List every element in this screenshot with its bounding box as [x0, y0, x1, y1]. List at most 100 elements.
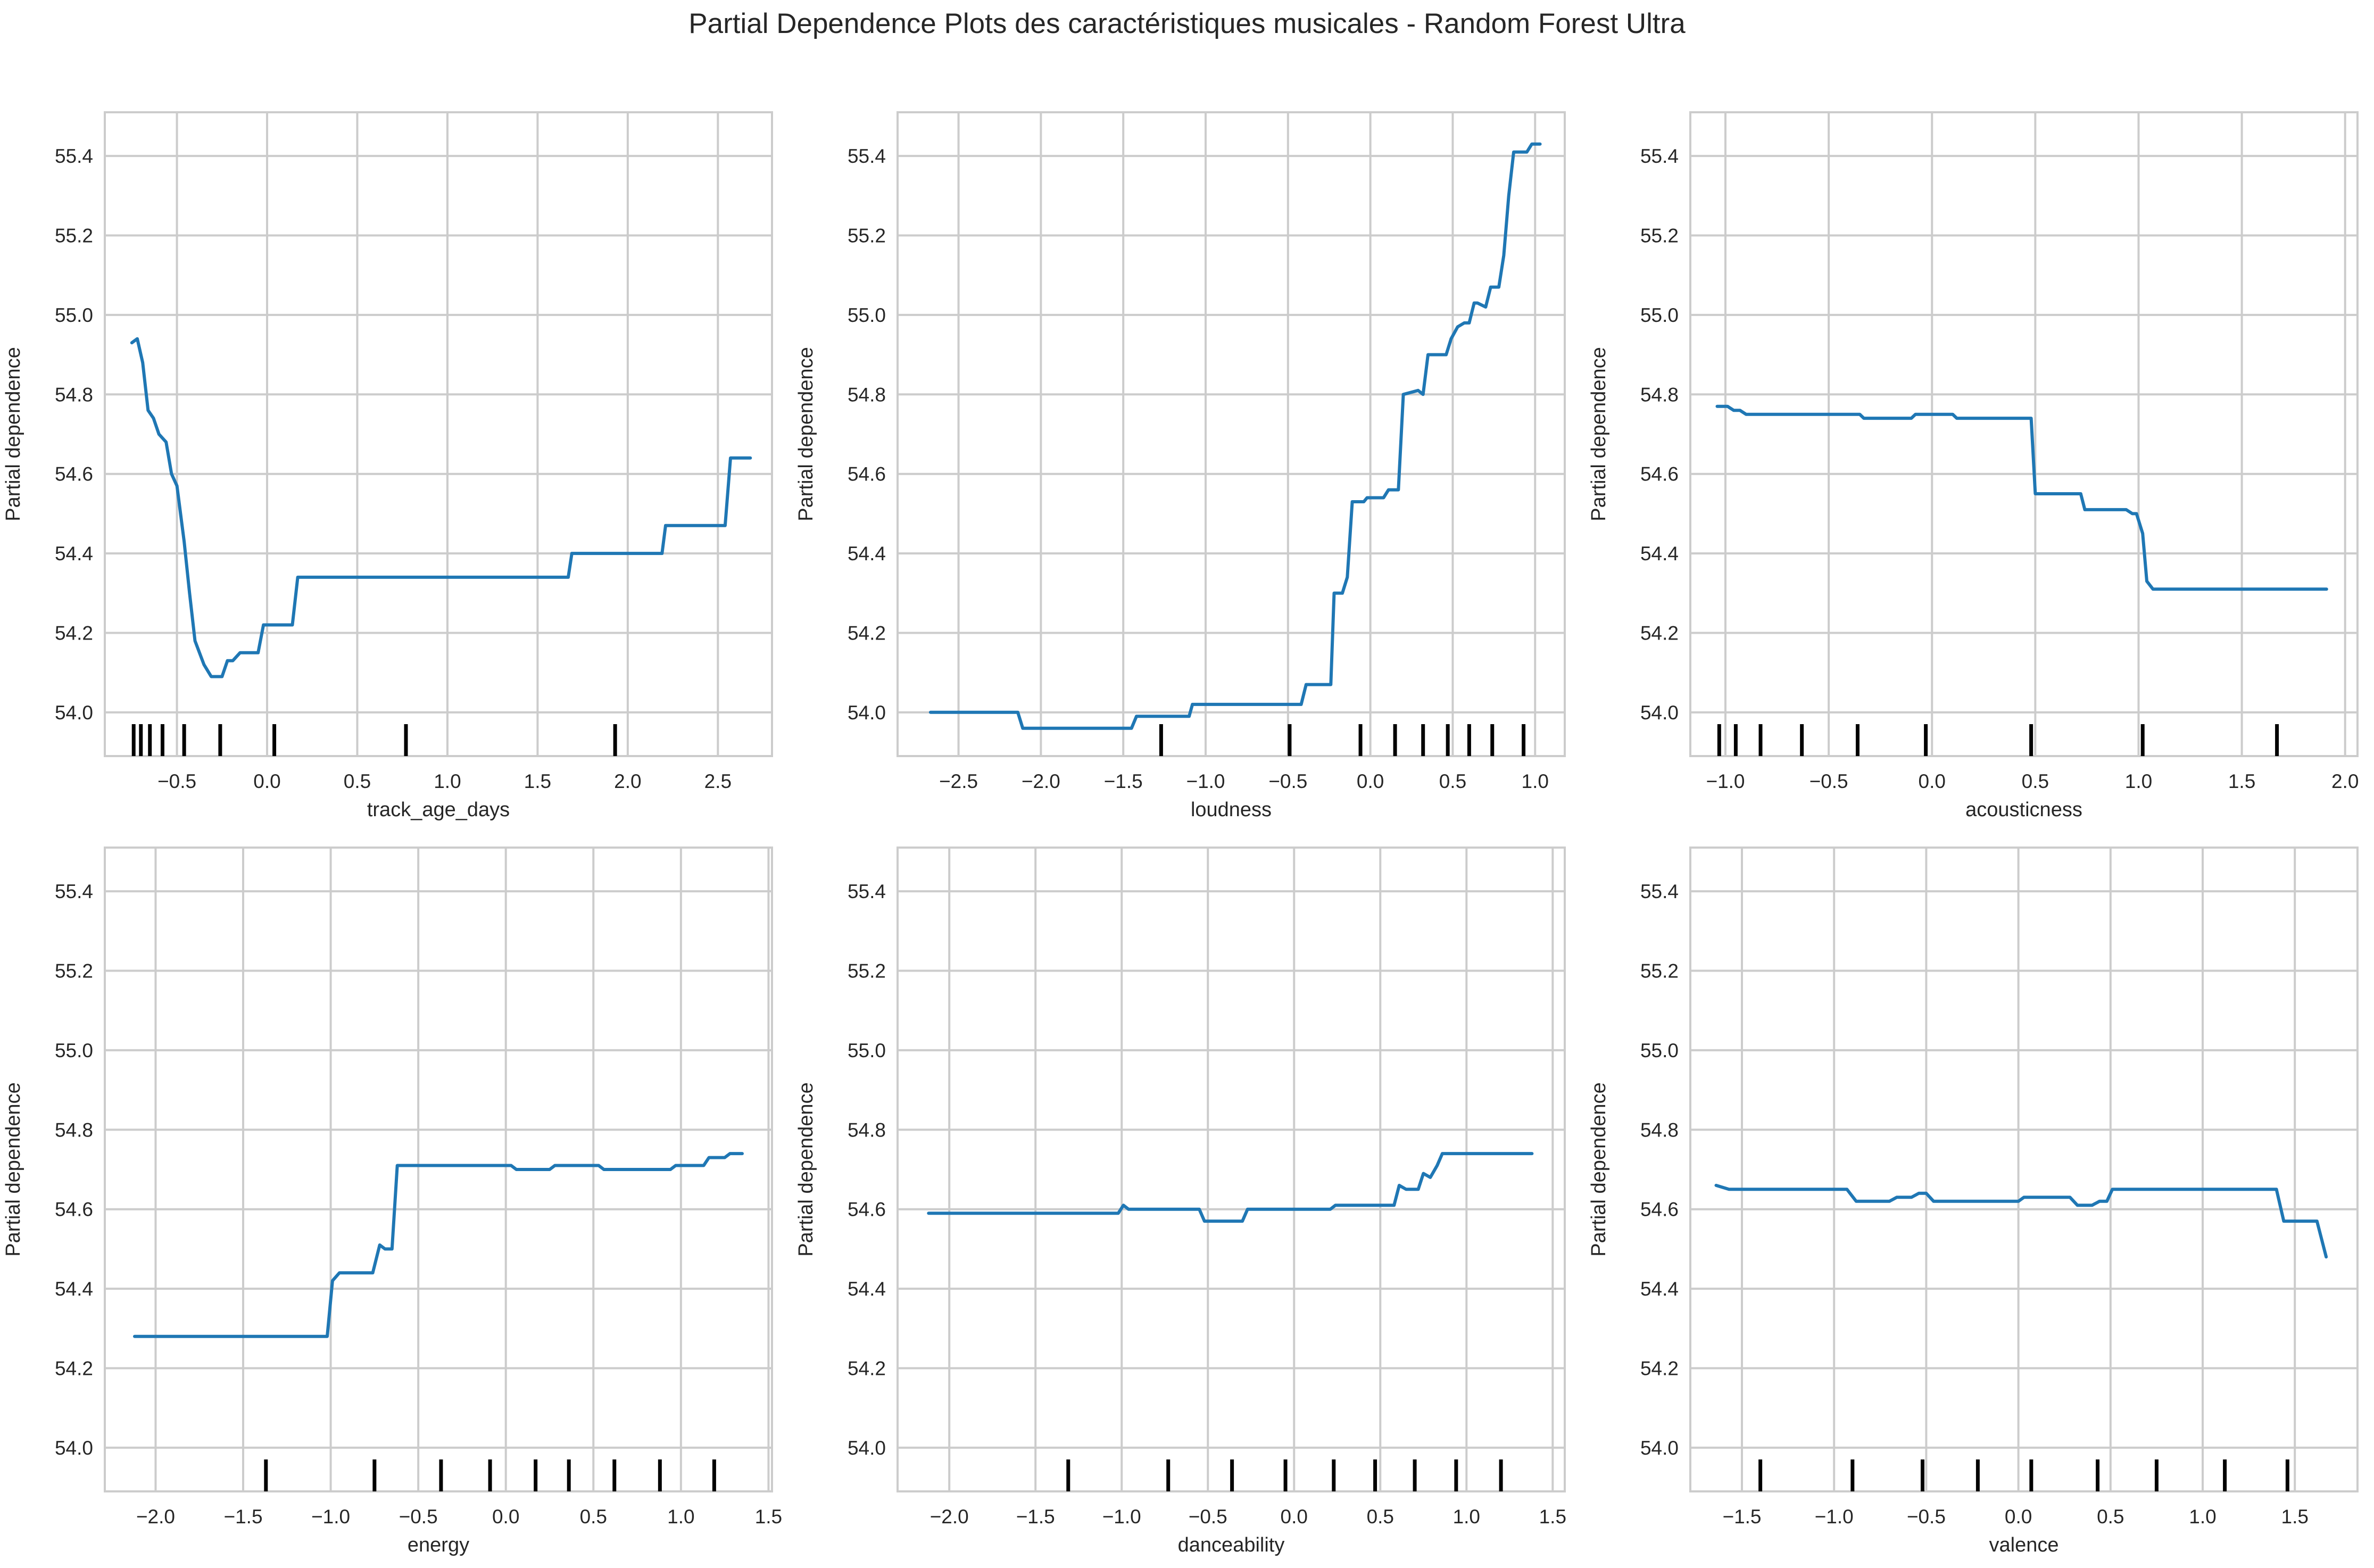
y-tick-label: 54.4 — [848, 543, 886, 565]
plot-panel-6: −1.5 −1.0 −0.5 0.0 0.5 1.0 1.5 54.0 54.2 54.4 54.6… — [1588, 847, 2359, 1556]
y-tick-label: 54.8 — [55, 1119, 93, 1141]
y-tick-label: 54.0 — [55, 1437, 93, 1459]
y-tick-label: 55.0 — [55, 304, 93, 326]
y-tick-label: 55.4 — [1640, 145, 1679, 167]
x-tick-label: −1.5 — [1016, 1506, 1055, 1528]
x-tick-label: 0.5 — [1367, 1506, 1394, 1528]
y-tick-label: 54.0 — [1640, 1437, 1679, 1459]
axes-frame — [897, 111, 1566, 757]
y-tick-label: 54.0 — [848, 1437, 886, 1459]
plot-panel-4: −2.0 −1.5 −1.0 −0.5 0.0 0.5 1.0 1.5 54.0 54.2 54.4… — [2, 847, 782, 1556]
plot-panel-1: −0.5 0.0 0.5 1.0 1.5 2.0 2.5 54.0 54.2 54.4 54.6 54… — [2, 111, 773, 821]
y-tick-label: 54.6 — [55, 463, 93, 485]
y-tick-label: 54.8 — [1640, 1119, 1679, 1141]
y-tick-label: 55.0 — [848, 1040, 886, 1061]
y-axis-label: Partial dependence — [795, 347, 817, 521]
x-tick-label: 1.0 — [1522, 770, 1549, 792]
y-axis-label: Partial dependence — [2, 1082, 24, 1256]
y-tick-label: 55.0 — [848, 304, 886, 326]
y-tick-label: 54.6 — [848, 1199, 886, 1221]
x-tick-label: 1.0 — [2125, 770, 2152, 792]
y-tick-label: 54.2 — [55, 1357, 93, 1379]
x-tick-label: −1.0 — [1186, 770, 1225, 792]
x-tick-label: −0.5 — [1907, 1506, 1946, 1528]
axes-frame — [897, 847, 1566, 1492]
x-tick-label: 1.0 — [2189, 1506, 2216, 1528]
y-tick-label: 54.6 — [1640, 463, 1679, 485]
y-axis-label: Partial dependence — [1588, 1082, 1610, 1256]
y-tick-label: 54.6 — [1640, 1199, 1679, 1221]
x-tick-label: −2.0 — [136, 1506, 175, 1528]
partial-dependence-line — [133, 1152, 744, 1338]
y-tick-label: 54.8 — [55, 384, 93, 405]
y-tick-label: 54.8 — [848, 384, 886, 405]
y-tick-label: 54.2 — [55, 622, 93, 644]
x-tick-label: 1.0 — [434, 770, 461, 792]
x-tick-label: −0.5 — [157, 770, 196, 792]
x-tick-label: 0.5 — [344, 770, 371, 792]
partial-dependence-line — [1714, 1183, 2328, 1259]
x-axis-label: acousticness — [1965, 799, 2082, 821]
x-axis-label: danceability — [1178, 1534, 1285, 1556]
y-tick-label: 55.2 — [55, 960, 93, 982]
y-tick-label: 54.2 — [848, 1357, 886, 1379]
x-tick-label: 0.0 — [1281, 1506, 1308, 1528]
y-tick-label: 54.2 — [1640, 622, 1679, 644]
x-tick-label: 0.5 — [580, 1506, 607, 1528]
figure-title: Partial Dependence Plots des caractérist… — [688, 8, 1686, 39]
y-tick-label: 54.4 — [55, 543, 93, 565]
y-tick-label: 55.0 — [1640, 1040, 1679, 1061]
y-tick-label: 54.4 — [1640, 543, 1679, 565]
x-tick-label: 0.0 — [2005, 1506, 2032, 1528]
y-tick-label: 55.2 — [848, 960, 886, 982]
x-axis-label: track_age_days — [367, 799, 510, 821]
y-tick-label: 55.0 — [1640, 304, 1679, 326]
plot-panel-5: −2.0 −1.5 −1.0 −0.5 0.0 0.5 1.0 1.5 54.0 54.2 54.4… — [795, 847, 1566, 1556]
x-tick-label: −0.5 — [399, 1506, 438, 1528]
x-tick-label: −0.5 — [1189, 1506, 1227, 1528]
x-tick-label: 0.5 — [2097, 1506, 2124, 1528]
axes-frame — [1689, 847, 2359, 1492]
x-tick-label: 0.5 — [2022, 770, 2049, 792]
y-tick-label: 54.6 — [55, 1199, 93, 1221]
x-axis-label: loudness — [1191, 799, 1272, 821]
y-tick-label: 54.8 — [848, 1119, 886, 1141]
x-tick-label: 1.0 — [1453, 1506, 1480, 1528]
y-tick-label: 54.2 — [1640, 1357, 1679, 1379]
y-tick-label: 55.2 — [1640, 960, 1679, 982]
y-tick-label: 54.0 — [1640, 702, 1679, 724]
x-axis-label: energy — [408, 1534, 469, 1556]
partial-dependence-line — [927, 1152, 1534, 1223]
y-tick-label: 55.4 — [848, 145, 886, 167]
y-axis-label: Partial dependence — [1588, 347, 1610, 521]
y-axis-label: Partial dependence — [795, 1082, 817, 1256]
x-tick-label: 1.5 — [1539, 1506, 1566, 1528]
axes-frame — [104, 847, 773, 1492]
partial-dependence-line — [928, 142, 1542, 730]
plot-panel-2: −2.5 −2.0 −1.5 −1.0 −0.5 0.0 0.5 1.0 54.0 54.2 54.… — [795, 111, 1566, 821]
y-tick-label: 55.0 — [55, 1040, 93, 1061]
y-tick-label: 54.8 — [1640, 384, 1679, 405]
y-tick-label: 54.4 — [1640, 1278, 1679, 1300]
y-tick-label: 54.4 — [55, 1278, 93, 1300]
x-tick-label: 1.0 — [667, 1506, 694, 1528]
plot-panel-3: −1.0 −0.5 0.0 0.5 1.0 1.5 2.0 54.0 54.2 54.4 54.6 5… — [1588, 111, 2359, 821]
axes-frame — [1689, 111, 2359, 757]
y-tick-label: 55.4 — [848, 881, 886, 902]
y-tick-label: 54.6 — [848, 463, 886, 485]
x-tick-label: −0.5 — [1809, 770, 1848, 792]
x-tick-label: 2.0 — [614, 770, 641, 792]
y-tick-label: 54.2 — [848, 622, 886, 644]
x-tick-label: −1.0 — [311, 1506, 350, 1528]
y-tick-label: 55.4 — [55, 881, 93, 902]
x-tick-label: −0.5 — [1268, 770, 1307, 792]
x-tick-label: −1.0 — [1706, 770, 1745, 792]
x-axis-label: valence — [1989, 1534, 2059, 1556]
x-tick-label: −1.0 — [1102, 1506, 1141, 1528]
x-tick-label: −2.0 — [1022, 770, 1060, 792]
x-tick-label: −1.5 — [223, 1506, 262, 1528]
y-tick-label: 55.4 — [1640, 881, 1679, 902]
partial-dependence-line — [130, 337, 752, 678]
y-tick-label: 55.2 — [1640, 225, 1679, 247]
